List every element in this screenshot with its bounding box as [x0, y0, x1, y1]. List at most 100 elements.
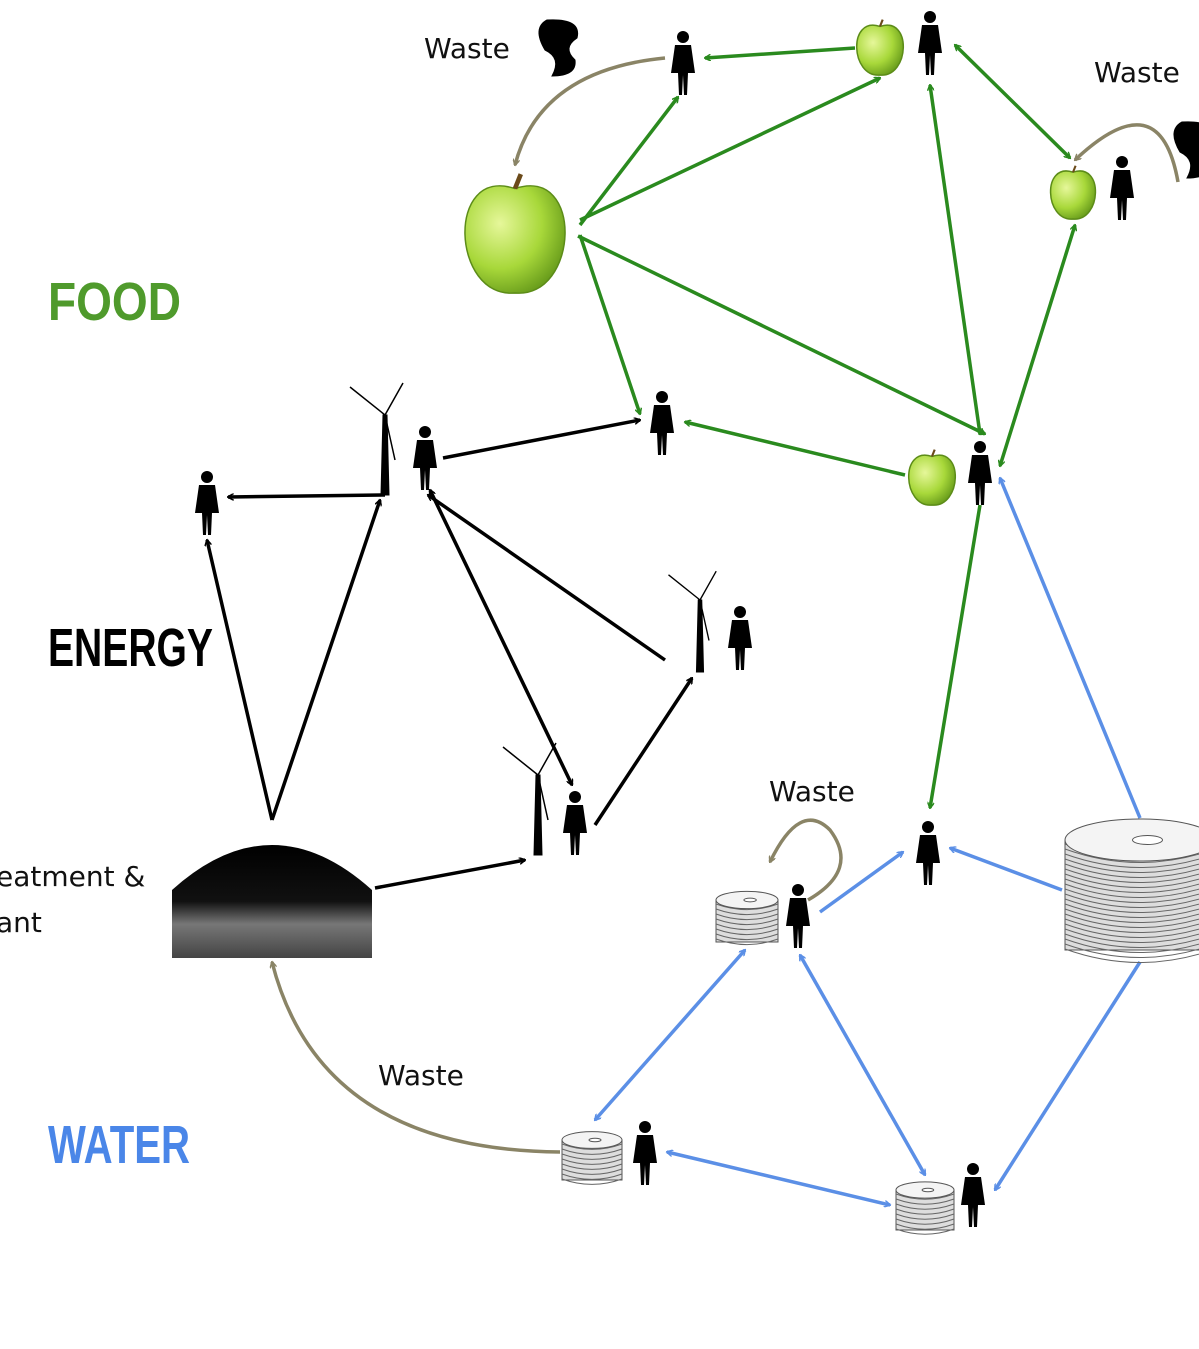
tank-ring [1064, 908, 1199, 923]
turbine-blades [668, 570, 717, 641]
person-icon [786, 884, 810, 948]
tank-cap [1132, 835, 1163, 845]
arrow [955, 45, 1070, 158]
waste-label: Waste [769, 775, 855, 808]
tank-ring [895, 1228, 955, 1235]
person-head [1116, 156, 1128, 168]
arrow [1000, 478, 1142, 819]
tank-ring [1064, 868, 1199, 883]
tank-ring [1064, 903, 1199, 918]
person-icon [563, 791, 587, 855]
tank-ring [715, 938, 779, 946]
person-icon [918, 11, 942, 75]
plant-label: ant [0, 906, 42, 939]
tank-ring [1064, 858, 1199, 873]
person-body [671, 45, 695, 95]
tank-ring [1064, 873, 1199, 888]
water-heading: WATER [48, 1115, 190, 1175]
tank-ring [1064, 893, 1199, 908]
tank-ring [715, 913, 779, 921]
wind-turbine [668, 570, 717, 673]
waste-label: Waste [1094, 56, 1180, 89]
person-icon [413, 426, 437, 490]
arrow [993, 961, 1142, 1190]
tank-ring [1064, 878, 1199, 893]
food-heading: FOOD [48, 272, 181, 332]
arrow [930, 504, 982, 808]
arrow [228, 493, 386, 497]
tank-ring [1064, 888, 1199, 903]
person-icon [961, 1163, 985, 1227]
person-body [563, 805, 587, 855]
waste-label: Waste [378, 1059, 464, 1092]
tank-ring [561, 1168, 623, 1175]
tank-ring [1064, 938, 1199, 953]
person-body [650, 405, 674, 455]
wind-turbine [349, 382, 404, 496]
person-head [656, 391, 668, 403]
apple-core [538, 19, 579, 77]
person-icon [728, 606, 752, 670]
arrow [578, 234, 640, 414]
tank-ring [1064, 848, 1199, 863]
person-body [968, 455, 992, 505]
arrow [579, 76, 880, 222]
apple-stem [1072, 165, 1077, 173]
person-icon [1110, 156, 1134, 220]
energy-heading: ENERGY [48, 618, 213, 678]
apple-icon [464, 173, 566, 294]
person-head [677, 31, 689, 43]
tank-ring [1064, 913, 1199, 928]
person-body [1110, 170, 1134, 220]
arrows [207, 45, 1180, 1205]
person-body [633, 1135, 657, 1185]
tank-cap [921, 1187, 935, 1193]
person-head [569, 791, 581, 803]
person-head [734, 606, 746, 618]
tank-ring [715, 908, 779, 916]
tank-ring [1064, 883, 1199, 898]
tank-ring [715, 933, 779, 941]
apple-body [464, 185, 566, 294]
person-body [916, 835, 940, 885]
arrow [768, 818, 843, 902]
person-body [728, 620, 752, 670]
apple-body [907, 454, 957, 506]
waste-label: Waste [424, 32, 510, 65]
tank-ring [561, 1148, 623, 1155]
turbine-blades [349, 382, 404, 461]
tank-ring [895, 1203, 955, 1210]
apple-body [1049, 170, 1097, 220]
tank-ring [1064, 923, 1199, 938]
arrow [1075, 123, 1180, 183]
person-body [413, 440, 437, 490]
tank-ring [895, 1198, 955, 1205]
person-head [792, 884, 804, 896]
person-icon [671, 31, 695, 95]
arrow [798, 955, 927, 1175]
person-head [419, 426, 431, 438]
apple-icon [855, 19, 905, 76]
wind-turbine [502, 742, 557, 856]
person-head [974, 441, 986, 453]
tank-ring [715, 918, 779, 926]
tank-ring [715, 923, 779, 931]
apple-body [855, 24, 905, 76]
icons [195, 11, 1199, 1235]
tank-ring [1064, 863, 1199, 878]
arrow [930, 85, 980, 434]
person-icon [633, 1121, 657, 1185]
arrow [442, 420, 640, 460]
water-tank [895, 1181, 955, 1235]
arrow [578, 97, 680, 227]
plant-label: eatment & [0, 860, 145, 893]
tank-cap [588, 1137, 602, 1143]
person-head [924, 11, 936, 23]
turbine-blades [502, 742, 557, 821]
arrow [270, 500, 380, 821]
tank-ring [561, 1158, 623, 1165]
tank-ring [895, 1193, 955, 1200]
water-tank [561, 1131, 623, 1185]
tank-ring [895, 1213, 955, 1220]
